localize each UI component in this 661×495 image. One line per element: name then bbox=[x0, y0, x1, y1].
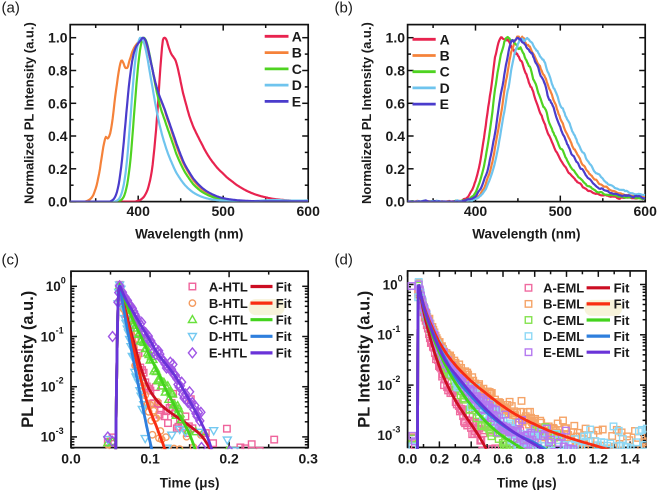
svg-text:B-EML: B-EML bbox=[543, 297, 584, 312]
svg-text:0.4: 0.4 bbox=[461, 451, 481, 467]
svg-text:(d): (d) bbox=[335, 252, 353, 269]
svg-text:1.4: 1.4 bbox=[620, 451, 640, 467]
svg-text:Time (μs): Time (μs) bbox=[160, 476, 220, 491]
svg-text:0.8: 0.8 bbox=[48, 63, 68, 79]
svg-text:0.2: 0.2 bbox=[219, 451, 239, 467]
svg-text:0.3: 0.3 bbox=[298, 451, 318, 467]
svg-text:E: E bbox=[292, 93, 301, 109]
svg-text:B-HTL: B-HTL bbox=[209, 296, 248, 311]
svg-text:1.2: 1.2 bbox=[589, 451, 609, 467]
svg-text:-3: -3 bbox=[56, 426, 64, 436]
svg-text:D: D bbox=[440, 80, 450, 96]
svg-text:Fit: Fit bbox=[614, 329, 631, 344]
svg-text:-1: -1 bbox=[56, 326, 64, 336]
svg-text:Fit: Fit bbox=[614, 297, 631, 312]
svg-text:Wavelength (nm): Wavelength (nm) bbox=[135, 227, 243, 242]
svg-text:E-HTL: E-HTL bbox=[209, 346, 247, 361]
svg-text:PL Intensity (a.u.): PL Intensity (a.u.) bbox=[355, 291, 373, 428]
svg-text:0.2: 0.2 bbox=[430, 451, 450, 467]
svg-text:0.0: 0.0 bbox=[386, 194, 406, 210]
svg-text:500: 500 bbox=[212, 203, 236, 219]
svg-text:0.4: 0.4 bbox=[48, 128, 68, 144]
svg-text:Wavelength (nm): Wavelength (nm) bbox=[472, 227, 580, 242]
svg-text:(a): (a) bbox=[2, 0, 20, 17]
svg-text:B: B bbox=[440, 48, 450, 64]
svg-text:C-HTL: C-HTL bbox=[209, 313, 248, 328]
svg-text:0.6: 0.6 bbox=[48, 95, 68, 111]
svg-text:Fit: Fit bbox=[276, 313, 293, 328]
svg-text:-2: -2 bbox=[392, 374, 400, 384]
svg-text:0: 0 bbox=[61, 275, 66, 285]
svg-text:C: C bbox=[292, 61, 302, 77]
svg-text:0.2: 0.2 bbox=[48, 161, 68, 177]
svg-text:C: C bbox=[440, 64, 450, 80]
svg-text:C-EML: C-EML bbox=[543, 313, 584, 328]
svg-text:Fit: Fit bbox=[614, 281, 631, 296]
svg-text:10: 10 bbox=[46, 279, 61, 294]
svg-text:0.2: 0.2 bbox=[386, 161, 406, 177]
svg-text:10: 10 bbox=[377, 378, 392, 393]
svg-text:10: 10 bbox=[377, 328, 392, 343]
svg-text:Fit: Fit bbox=[276, 346, 293, 361]
svg-text:500: 500 bbox=[549, 203, 573, 219]
svg-text:1.0: 1.0 bbox=[386, 30, 406, 46]
svg-text:10: 10 bbox=[383, 277, 398, 292]
svg-text:Fit: Fit bbox=[276, 279, 293, 294]
svg-text:(c): (c) bbox=[2, 252, 20, 269]
svg-text:0.1: 0.1 bbox=[140, 451, 160, 467]
svg-text:E-EML: E-EML bbox=[543, 345, 584, 360]
svg-text:0.0: 0.0 bbox=[398, 451, 418, 467]
svg-text:-2: -2 bbox=[56, 376, 64, 386]
svg-text:0.8: 0.8 bbox=[386, 63, 406, 79]
svg-text:Normalized PL Intensity (a.u.): Normalized PL Intensity (a.u.) bbox=[21, 22, 36, 204]
svg-text:D: D bbox=[292, 77, 302, 93]
svg-text:A-EML: A-EML bbox=[543, 281, 584, 296]
svg-text:Fit: Fit bbox=[276, 329, 293, 344]
svg-text:1.0: 1.0 bbox=[557, 451, 577, 467]
svg-text:A: A bbox=[440, 31, 450, 47]
svg-text:Fit: Fit bbox=[276, 296, 293, 311]
svg-text:D-HTL: D-HTL bbox=[209, 329, 248, 344]
svg-text:Time (μs): Time (μs) bbox=[497, 476, 557, 491]
svg-text:600: 600 bbox=[634, 203, 658, 219]
svg-text:-1: -1 bbox=[392, 324, 400, 334]
svg-text:0.6: 0.6 bbox=[386, 95, 406, 111]
svg-text:0.4: 0.4 bbox=[386, 128, 406, 144]
svg-text:PL Intensity (a.u.): PL Intensity (a.u.) bbox=[19, 291, 37, 428]
svg-text:10: 10 bbox=[41, 430, 56, 445]
svg-text:D-EML: D-EML bbox=[543, 329, 584, 344]
svg-text:10: 10 bbox=[41, 380, 56, 395]
svg-text:0.0: 0.0 bbox=[61, 451, 81, 467]
svg-text:A-HTL: A-HTL bbox=[209, 279, 248, 294]
svg-text:Fit: Fit bbox=[614, 313, 631, 328]
svg-text:400: 400 bbox=[127, 203, 151, 219]
svg-text:0.6: 0.6 bbox=[493, 451, 513, 467]
svg-text:10: 10 bbox=[377, 428, 392, 443]
svg-text:Fit: Fit bbox=[614, 345, 631, 360]
svg-text:0: 0 bbox=[398, 274, 403, 284]
svg-text:10: 10 bbox=[41, 329, 56, 344]
svg-text:0.8: 0.8 bbox=[525, 451, 545, 467]
svg-text:0.0: 0.0 bbox=[48, 194, 68, 210]
svg-text:E: E bbox=[440, 96, 449, 112]
svg-text:600: 600 bbox=[297, 203, 321, 219]
svg-text:(b): (b) bbox=[335, 0, 353, 17]
svg-text:Normalized PL Intensity (a.u.): Normalized PL Intensity (a.u.) bbox=[359, 22, 374, 204]
svg-text:A: A bbox=[292, 28, 302, 44]
svg-text:400: 400 bbox=[464, 203, 488, 219]
svg-text:B: B bbox=[292, 45, 302, 61]
svg-text:1.0: 1.0 bbox=[48, 30, 68, 46]
svg-text:-3: -3 bbox=[392, 424, 400, 434]
